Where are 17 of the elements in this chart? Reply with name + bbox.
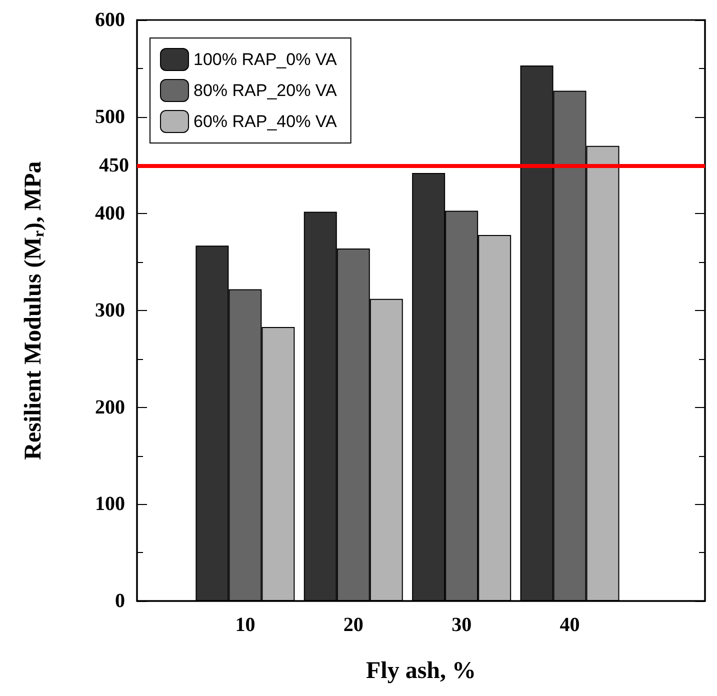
y-tick-label: 500 — [95, 106, 125, 128]
y-tick-label: 600 — [95, 9, 125, 31]
x-axis-title: Fly ash, % — [366, 658, 476, 684]
y-tick-label: 0 — [115, 590, 125, 612]
ref-line-label: 450 — [99, 154, 129, 176]
y-tick-label: 300 — [95, 300, 125, 322]
legend-label: 80% RAP_20% VA — [194, 81, 338, 100]
x-tick-label: 10 — [235, 614, 256, 636]
x-tick-label: 30 — [452, 614, 472, 636]
y-axis-title: Resilient Modulus (Mr), MPa — [20, 161, 48, 460]
y-tick-label: 200 — [95, 396, 125, 418]
legend-label: 100% RAP_0% VA — [194, 50, 338, 69]
legend-label: 60% RAP_40% VA — [194, 112, 338, 131]
y-tick-label: 100 — [95, 493, 125, 516]
y-tick-label: 400 — [95, 202, 125, 225]
x-tick-label: 40 — [560, 614, 580, 636]
x-tick-label: 20 — [343, 614, 364, 636]
